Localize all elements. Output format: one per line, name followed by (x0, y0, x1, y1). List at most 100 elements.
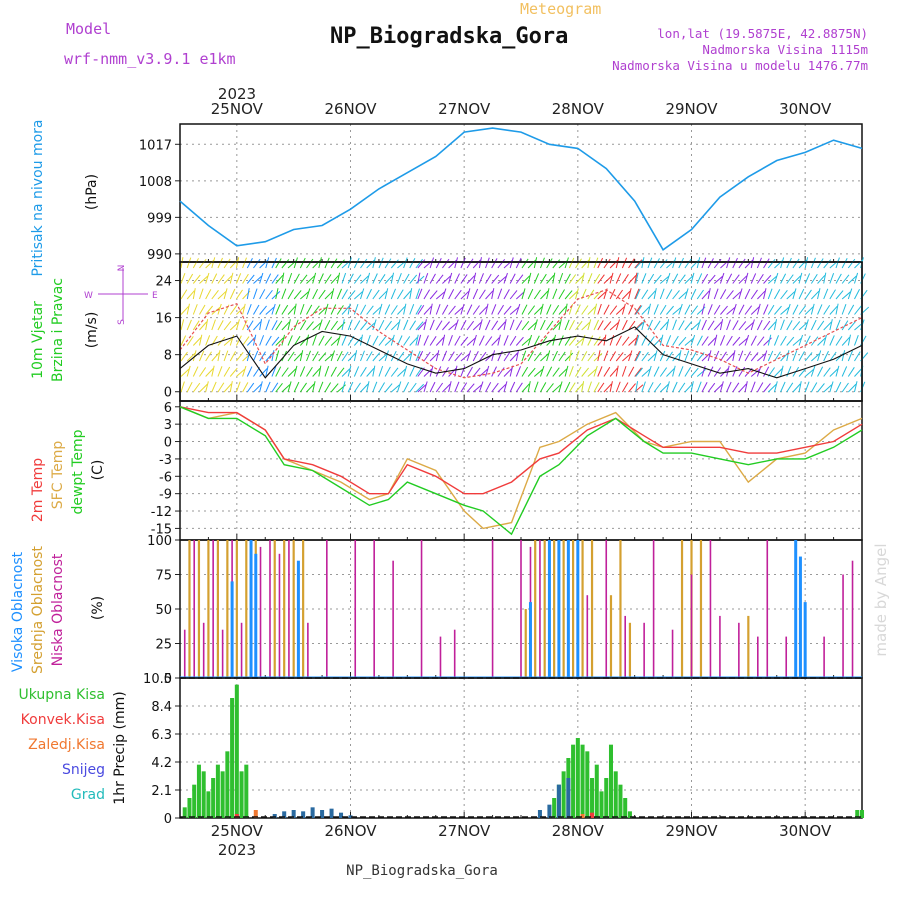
wind-barb (726, 335, 733, 346)
y-tick-label: 0 (164, 436, 172, 451)
precip-total-bar (196, 764, 201, 818)
wind-barb (423, 368, 433, 377)
wind-barb (330, 366, 337, 377)
elevation-label: Nadmorska Visina 1115m (702, 42, 868, 57)
wind-barb (732, 274, 740, 284)
wind-barb (786, 336, 795, 346)
wind-barb (211, 273, 218, 284)
wind-barb (684, 366, 692, 377)
wind-barb (281, 304, 289, 315)
wind-barb (829, 368, 839, 377)
wind-barb (360, 334, 363, 346)
wind-barb (515, 257, 522, 269)
wind-barb (448, 335, 453, 346)
wind-barb (593, 273, 601, 284)
wind-barb (792, 383, 801, 393)
wind-barb (242, 257, 247, 269)
wind-barb (330, 258, 338, 269)
model-elevation-label: Nadmorska Visina u modelu 1476.77m (612, 58, 868, 73)
wind-barb (192, 382, 201, 393)
wind-barb (417, 288, 423, 300)
precip-total-bar (594, 764, 599, 818)
wind-barb (835, 303, 839, 315)
wind-barb (847, 258, 856, 269)
mid-cloud-bar (543, 540, 546, 678)
wind-barb (417, 350, 424, 362)
wind-barb (829, 335, 835, 346)
wind-barb (593, 303, 598, 315)
wind-barb (854, 351, 861, 362)
wind-barb (641, 273, 647, 284)
wind-barb (558, 319, 562, 331)
wind-barb (634, 272, 638, 284)
model-label: Model (66, 20, 111, 38)
wind-barb (341, 335, 347, 346)
wind-barb (353, 366, 360, 377)
wind-barb (259, 368, 268, 377)
wind-barb (485, 336, 493, 346)
wind-barb (235, 289, 243, 300)
mid-cloud-bar (628, 622, 632, 678)
wind-barb (811, 353, 820, 362)
wind-barb (229, 351, 236, 362)
wind-barb (672, 335, 679, 346)
wind-barb (792, 350, 798, 362)
wind-barb (804, 273, 811, 284)
wind-barb (539, 303, 544, 315)
low-cloud-bar (624, 615, 626, 678)
y-tick-label: 6 (164, 401, 172, 416)
wind-barb (678, 366, 684, 377)
wind-barb (330, 288, 335, 300)
wind-barb (429, 365, 434, 377)
wind-barb (690, 381, 694, 393)
wind-barb (466, 275, 476, 284)
wind-barb (347, 381, 354, 393)
wind-barb (265, 365, 269, 377)
wind-barb (665, 335, 672, 346)
wind-barb (180, 351, 188, 362)
wind-barb (246, 366, 253, 377)
wind-barb (823, 288, 829, 300)
wind-barb (318, 381, 324, 393)
low-cloud-bar (183, 629, 186, 678)
wind-barb (763, 258, 770, 269)
wind-barb (713, 304, 721, 315)
wind-barb (696, 289, 704, 300)
high-cloud-bar (249, 540, 253, 678)
wind-barb (409, 274, 418, 284)
wind-barb (497, 275, 507, 284)
y-tick-label: 4.2 (151, 756, 172, 771)
wind-speed-line (179, 326, 863, 379)
legend-zaledj-kisa: Zaledj.Kisa (28, 737, 105, 753)
wind-barb (678, 274, 686, 284)
wind-panel: 0 8 16 24 (155, 257, 870, 402)
wind-barb (713, 384, 723, 393)
wind-barb (672, 352, 681, 362)
wind-barb (192, 258, 199, 269)
wind-barb (521, 275, 531, 284)
wind-barb (854, 289, 860, 300)
wind-barb (575, 258, 582, 269)
wind-barb (180, 335, 187, 346)
wind-barb (324, 274, 332, 284)
wind-barb (515, 350, 520, 362)
wind-barb (558, 381, 563, 393)
wind-barb (854, 368, 863, 377)
wind-barb (341, 368, 351, 377)
wind-barb (786, 274, 794, 284)
wind-barb (417, 259, 426, 269)
temp-dewpt-line (179, 406, 863, 536)
mid-cloud-bar (302, 540, 305, 678)
wind-barb (403, 290, 412, 300)
wind-barb (628, 288, 632, 300)
wind-barb (817, 366, 824, 377)
wind-barb (509, 290, 518, 300)
wind-barb (454, 289, 462, 300)
wind-barb (659, 288, 665, 300)
wind-barb (236, 368, 246, 377)
temperature-panel: -15 -12 -9 -6 -3 0 3 6 (151, 400, 863, 541)
wind-barb (460, 290, 470, 300)
wind-barb (299, 303, 305, 315)
wind-barb (180, 368, 190, 377)
wind-barb (621, 303, 626, 315)
